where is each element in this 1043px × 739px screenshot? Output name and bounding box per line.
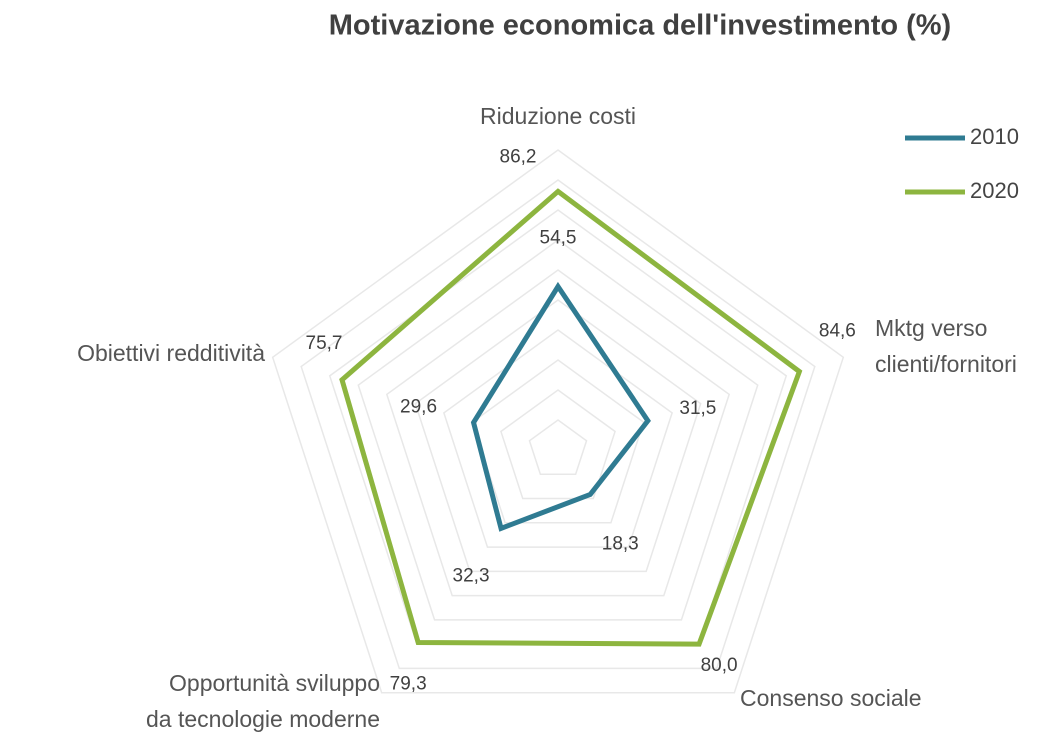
data-label: 18,3 xyxy=(602,533,639,554)
legend-label: 2010 xyxy=(970,124,1019,149)
grid-ring xyxy=(500,389,616,500)
grid-ring xyxy=(528,419,588,476)
data-label: 84,6 xyxy=(819,321,856,342)
category-label: Obiettivi redditività xyxy=(77,340,265,366)
data-label: 75,7 xyxy=(306,333,343,354)
category-label: clienti/fornitori xyxy=(875,351,1017,377)
category-label: Mktg verso xyxy=(875,315,987,341)
data-label: 79,3 xyxy=(390,673,427,694)
grid-ring xyxy=(414,299,702,573)
category-label: Consenso sociale xyxy=(740,685,922,711)
series-line xyxy=(470,281,651,532)
grid-ring xyxy=(300,179,816,670)
data-label: 86,2 xyxy=(500,146,537,167)
grid-ring xyxy=(442,329,674,548)
chart-title: Motivazione economica dell'investimento … xyxy=(329,10,951,42)
data-label: 31,5 xyxy=(679,398,716,419)
grid-ring xyxy=(271,149,845,694)
category-label: Riduzione costi xyxy=(480,103,636,129)
category-label: Opportunità sviluppo xyxy=(169,670,380,696)
grid-ring xyxy=(357,239,759,621)
grid-ring xyxy=(385,269,731,597)
data-label: 32,3 xyxy=(453,565,490,586)
grid-ring xyxy=(471,359,645,524)
category-label: da tecnologie moderne xyxy=(146,706,380,732)
series-line xyxy=(339,188,803,647)
data-label: 29,6 xyxy=(400,397,437,418)
legend-label: 2020 xyxy=(970,178,1019,203)
data-label: 54,5 xyxy=(540,228,577,249)
data-label: 80,0 xyxy=(701,655,738,676)
